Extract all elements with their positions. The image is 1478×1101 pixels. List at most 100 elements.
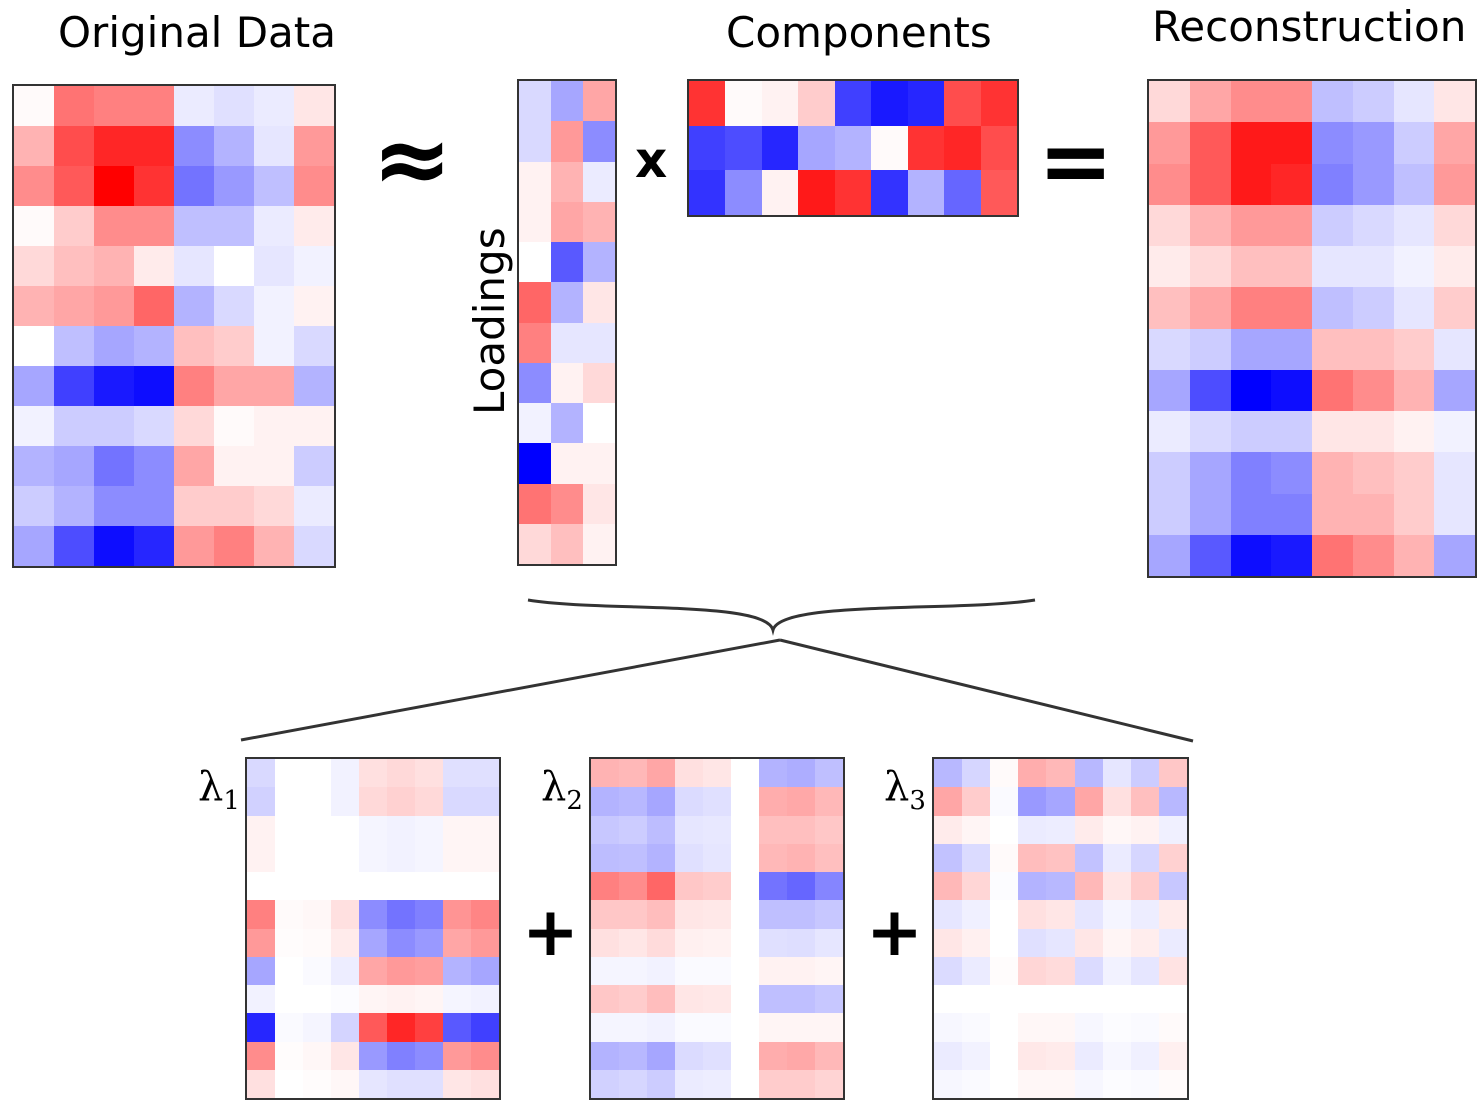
loadings-cell bbox=[583, 523, 615, 564]
lambda1-cell bbox=[471, 1013, 499, 1042]
lambda3-cell bbox=[934, 1041, 963, 1070]
lambda1-cell bbox=[359, 900, 387, 929]
lambda1-cell bbox=[247, 759, 275, 788]
lambda1-cell bbox=[471, 928, 499, 957]
reconstruction-cell bbox=[1352, 328, 1394, 370]
reconstruction-cell bbox=[1312, 81, 1353, 123]
reconstruction-cell bbox=[1393, 493, 1435, 535]
lambda3-cell bbox=[1158, 872, 1187, 901]
lambda2-cell bbox=[731, 815, 759, 844]
lambda2-cell bbox=[619, 1069, 647, 1098]
lambda1-cell bbox=[247, 872, 275, 901]
loadings-cell bbox=[519, 161, 551, 202]
lambda2-cell bbox=[759, 900, 787, 929]
original-cell bbox=[174, 206, 214, 246]
original-cell bbox=[214, 366, 254, 406]
original-cell bbox=[294, 446, 334, 486]
lambda2-cell bbox=[703, 815, 731, 844]
components-cell bbox=[725, 125, 762, 171]
original-cell bbox=[174, 286, 214, 326]
reconstruction-heatmap bbox=[1147, 79, 1477, 578]
lambda1-cell bbox=[443, 759, 471, 788]
original-cell bbox=[214, 446, 254, 486]
lambda3-cell bbox=[962, 900, 991, 929]
lambda3-cell bbox=[990, 872, 1019, 901]
lambda1-cell bbox=[415, 900, 443, 929]
original-cell bbox=[254, 366, 294, 406]
lambda3-cell bbox=[1046, 787, 1075, 816]
lambda1-cell bbox=[247, 843, 275, 872]
reconstruction-cell bbox=[1352, 287, 1394, 329]
lambda3-cell bbox=[962, 815, 991, 844]
lambda1-cell bbox=[275, 787, 303, 816]
lambda1-cell bbox=[443, 928, 471, 957]
reconstruction-cell bbox=[1271, 122, 1312, 164]
lambda2-cell bbox=[591, 843, 619, 872]
reconstruction-cell bbox=[1271, 246, 1312, 288]
components-cell bbox=[725, 170, 762, 215]
reconstruction-cell bbox=[1434, 246, 1475, 288]
lambda2-cell bbox=[675, 985, 703, 1014]
reconstruction-cell bbox=[1352, 204, 1394, 246]
lambda2-cell bbox=[815, 815, 843, 844]
components-cell bbox=[944, 81, 981, 126]
lambda1-cell bbox=[415, 759, 443, 788]
reconstruction-cell bbox=[1189, 411, 1231, 453]
reconstruction-cell bbox=[1312, 163, 1353, 205]
lambda2-cell bbox=[675, 956, 703, 985]
lambda1-cell bbox=[275, 815, 303, 844]
lambda1-cell bbox=[387, 1041, 415, 1070]
lambda3-cell bbox=[1018, 928, 1047, 957]
lambda2-cell bbox=[703, 956, 731, 985]
loadings-cell bbox=[583, 282, 615, 323]
lambda2-cell bbox=[815, 1013, 843, 1042]
lambda2-cell bbox=[703, 1069, 731, 1098]
lambda2-cell bbox=[619, 787, 647, 816]
lambda2-cell bbox=[815, 1041, 843, 1070]
reconstruction-cell bbox=[1352, 122, 1394, 164]
reconstruction-cell bbox=[1149, 204, 1190, 246]
reconstruction-cell bbox=[1149, 493, 1190, 535]
lambda2-cell bbox=[815, 900, 843, 929]
lambda3-cell bbox=[1102, 900, 1131, 929]
lambda1-cell bbox=[387, 759, 415, 788]
original-cell bbox=[254, 446, 294, 486]
lambda2-cell bbox=[619, 1041, 647, 1070]
loadings-cell bbox=[519, 362, 551, 403]
lambda3-cell bbox=[1158, 1013, 1187, 1042]
lambda3-cell bbox=[990, 1041, 1019, 1070]
lambda3-cell bbox=[1018, 872, 1047, 901]
lambda3-cell bbox=[962, 985, 991, 1014]
components-cell bbox=[761, 170, 799, 215]
lambda2-cell bbox=[731, 928, 759, 957]
original-cell bbox=[94, 366, 134, 406]
original-cell bbox=[94, 166, 134, 206]
lambda3-cell bbox=[962, 928, 991, 957]
components-cell bbox=[725, 81, 762, 126]
lambda3-cell bbox=[1130, 843, 1159, 872]
lambda2-cell bbox=[647, 1069, 675, 1098]
original-cell bbox=[294, 166, 334, 206]
reconstruction-cell bbox=[1189, 452, 1231, 494]
lambda1-cell bbox=[359, 815, 387, 844]
lambda2-cell bbox=[815, 843, 843, 872]
lambda2-cell bbox=[703, 900, 731, 929]
lambda1-cell bbox=[471, 1069, 499, 1098]
components-cell bbox=[944, 125, 981, 171]
lambda3-cell bbox=[1102, 1041, 1131, 1070]
lambda3-cell bbox=[1046, 815, 1075, 844]
reconstruction-cell bbox=[1352, 369, 1394, 411]
lambda3-cell bbox=[990, 928, 1019, 957]
lambda3-cell bbox=[934, 985, 963, 1014]
lambda1-cell bbox=[247, 787, 275, 816]
lambda3-cell bbox=[1130, 1013, 1159, 1042]
loadings-cell bbox=[519, 523, 551, 564]
lambda3-cell bbox=[1018, 1013, 1047, 1042]
lambda1-cell bbox=[331, 872, 359, 901]
lambda1-cell bbox=[275, 1069, 303, 1098]
loadings-heatmap bbox=[517, 79, 617, 566]
lambda2-cell bbox=[619, 1013, 647, 1042]
loadings-cell bbox=[519, 242, 551, 283]
components-cell bbox=[689, 170, 726, 215]
original-cell bbox=[94, 286, 134, 326]
